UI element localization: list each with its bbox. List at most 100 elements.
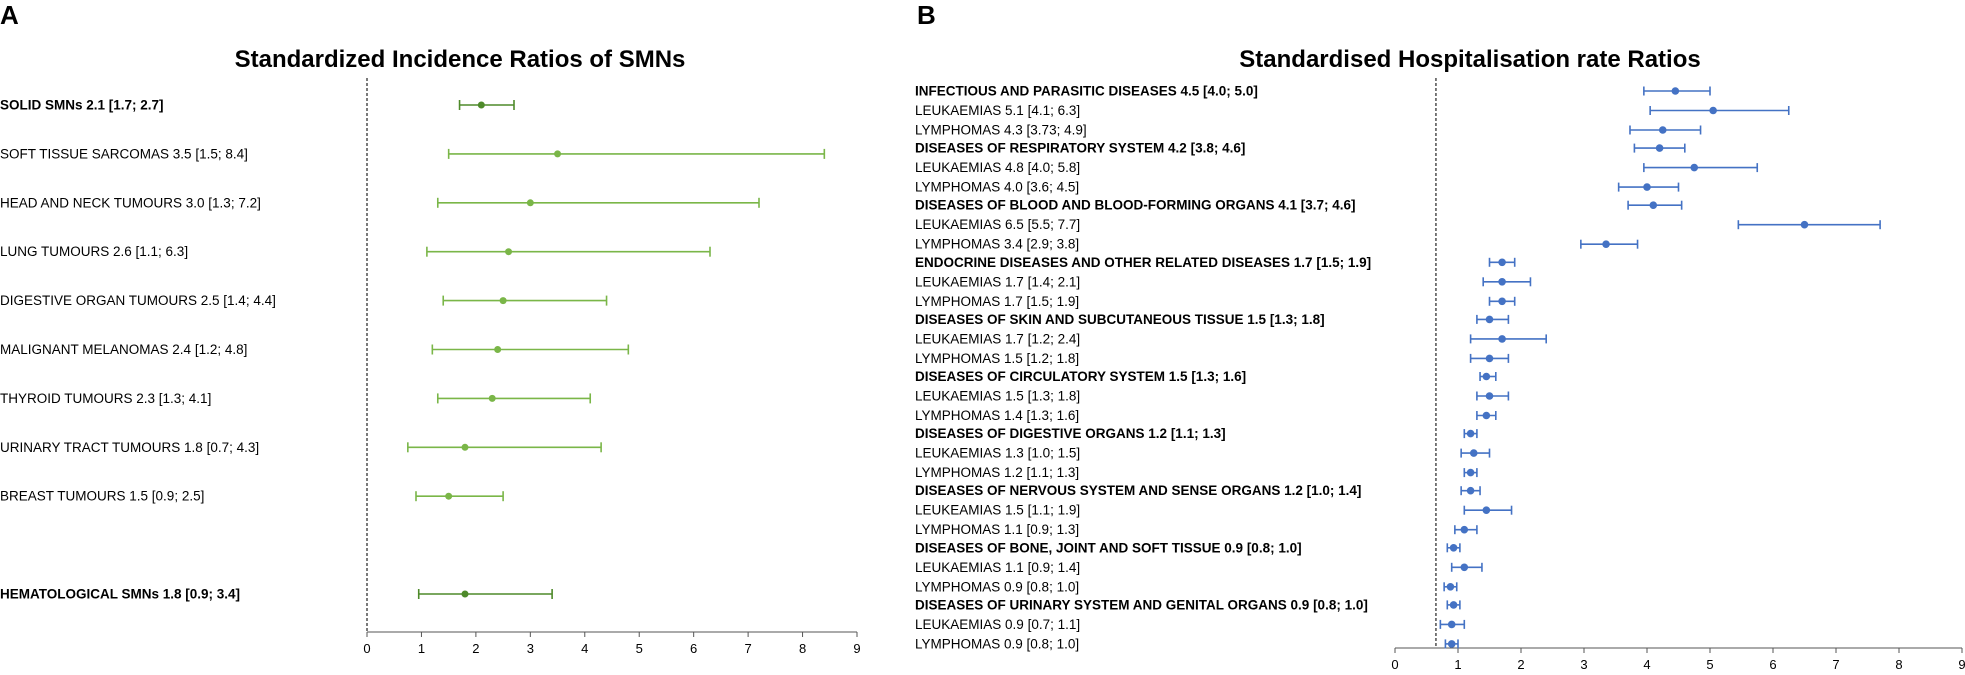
category-ci: [1.1; 6.3] <box>136 244 189 259</box>
point-estimate <box>1449 601 1458 609</box>
point-estimate <box>461 590 469 598</box>
category-ci: 1.8 [0.9; 3.4] <box>163 587 240 602</box>
category-ci: [0.8; 1.0] <box>1247 540 1302 555</box>
category-ci: [3.8; 4.6] <box>1191 141 1246 156</box>
category-label: LYMPHOMAS 1.2 [1.1; 1.3] <box>915 465 1079 480</box>
category-name: HEAD AND NECK TUMOURS 3.0 <box>0 195 208 210</box>
category-label: LEUKAEMIAS 1.7 [1.2; 2.4] <box>915 331 1080 346</box>
category-ci: [3.7; 4.6] <box>1301 198 1356 213</box>
point-estimate <box>1447 620 1456 629</box>
point-estimate <box>1709 106 1717 115</box>
category-label: DISEASES OF NERVOUS SYSTEM AND SENSE ORG… <box>915 483 1361 498</box>
category-label: SOFT TISSUE SARCOMAS 3.5 [1.5; 8.4] <box>0 146 248 161</box>
category-ci: [0.7; 4.3] <box>207 440 260 455</box>
category-label: INFECTIOUS AND PARASITIC DISEASES 4.5 [4… <box>915 84 1258 99</box>
category-name: INFECTIOUS AND PARASITIC DISEASES 4.5 <box>915 84 1203 99</box>
category-label: LUNG TUMOURS 2.6 [1.1; 6.3] <box>0 244 188 259</box>
category-ci: [1.4; 2.1] <box>1028 274 1081 289</box>
category-ci: [1.4; 4.4] <box>223 293 276 308</box>
panel-a: A Standardized Incidence Ratios of SMNs … <box>0 0 861 656</box>
category-name: LYMPHOMAS 1.7 <box>915 294 1027 309</box>
category-name: LEUKAEMIAS 4.8 <box>915 160 1028 175</box>
category-name: DISEASES OF BONE, JOINT AND SOFT TISSUE … <box>915 540 1247 555</box>
category-name: ENDOCRINE DISEASES AND OTHER RELATED DIS… <box>915 255 1316 270</box>
category-name: LEUKEAMIAS 1.5 <box>915 503 1028 518</box>
category-label: DISEASES OF RESPIRATORY SYSTEM 4.2 [3.8;… <box>915 141 1245 156</box>
point-estimate <box>1498 335 1506 343</box>
category-label: DIGESTIVE ORGAN TUMOURS 2.5 [1.4; 4.4] <box>0 293 276 308</box>
category-name: SOFT TISSUE SARCOMAS 3.5 <box>0 146 195 161</box>
category-name: THYROID TUMOURS 2.3 <box>0 391 159 406</box>
category-ci: [0.7; 1.1] <box>1028 617 1081 632</box>
panel-a-title: Standardized Incidence Ratios of SMNs <box>235 46 686 73</box>
category-ci: [1.1; 1.9] <box>1028 503 1081 518</box>
point-estimate <box>1460 563 1469 572</box>
category-name: LYMPHOMAS 1.4 <box>915 408 1027 423</box>
category-name: MALIGNANT MELANOMAS 2.4 <box>0 342 195 357</box>
x-tick-label: 3 <box>1580 657 1587 670</box>
category-ci: 2.1 [1.7; 2.7] <box>86 98 163 113</box>
x-tick-label: 8 <box>1895 657 1902 670</box>
category-name: DISEASES OF BLOOD AND BLOOD-FORMING ORGA… <box>915 198 1301 213</box>
x-tick-label: 4 <box>1643 657 1650 670</box>
category-ci: [1.3; 1.8] <box>1270 312 1325 327</box>
x-tick-label: 6 <box>1769 657 1776 670</box>
category-label: LYMPHOMAS 1.1 [0.9; 1.3] <box>915 522 1079 537</box>
category-ci: [1.2; 4.8] <box>195 342 248 357</box>
point-estimate <box>554 150 562 158</box>
category-ci: [1.5; 1.9] <box>1027 294 1080 309</box>
point-estimate <box>1602 240 1610 248</box>
point-estimate <box>494 346 502 353</box>
x-tick-label: 1 <box>418 641 425 656</box>
x-tick-label: 2 <box>1517 657 1524 670</box>
category-label: LEUKAEMIAS 1.7 [1.4; 2.1] <box>915 274 1080 289</box>
category-label: DISEASES OF SKIN AND SUBCUTANEOUS TISSUE… <box>915 312 1325 327</box>
x-tick-label: 9 <box>853 641 860 656</box>
point-estimate <box>1800 220 1809 229</box>
category-ci: [5.5; 7.7] <box>1028 217 1081 232</box>
point-estimate <box>1460 525 1469 534</box>
x-tick-label: 7 <box>744 641 751 656</box>
category-ci: [1.0; 1.5] <box>1028 446 1081 461</box>
category-ci: [1.5; 8.4] <box>195 146 248 161</box>
category-label: URINARY TRACT TUMOURS 1.8 [0.7; 4.3] <box>0 440 259 455</box>
category-label: SOLID SMNs 2.1 [1.7; 2.7] <box>0 98 164 113</box>
category-label: LYMPHOMAS 4.3 [3.73; 4.9] <box>915 123 1087 138</box>
category-name: LEUKAEMIAS 0.9 <box>915 617 1028 632</box>
category-ci: [0.8; 1.0] <box>1313 597 1368 612</box>
category-label: LEUKAEMIAS 1.5 [1.3; 1.8] <box>915 389 1080 404</box>
category-name: LYMPHOMAS 4.3 <box>915 123 1027 138</box>
point-estimate <box>488 394 496 402</box>
panel-a-letter: A <box>0 0 19 30</box>
category-ci: [1.5; 1.9] <box>1316 255 1371 270</box>
category-label: LEUKEAMIAS 1.5 [1.1; 1.9] <box>915 503 1080 518</box>
category-name: LEUKAEMIAS 1.7 <box>915 274 1028 289</box>
category-ci: [4.0; 5.8] <box>1028 160 1081 175</box>
point-estimate <box>1447 640 1456 648</box>
category-label: DISEASES OF URINARY SYSTEM AND GENITAL O… <box>915 597 1368 612</box>
point-estimate <box>1649 201 1658 209</box>
x-tick-label: 1 <box>1454 657 1461 670</box>
category-ci: [2.9; 3.8] <box>1027 237 1080 252</box>
category-ci: [3.6; 4.5] <box>1027 180 1080 195</box>
category-ci: [1.3; 1.6] <box>1027 408 1080 423</box>
point-estimate <box>1498 297 1506 306</box>
point-estimate <box>1643 183 1651 191</box>
x-tick-label: 4 <box>581 641 588 656</box>
point-estimate <box>1466 486 1475 495</box>
category-label: LYMPHOMAS 0.9 [0.8; 1.0] <box>915 636 1079 651</box>
panel-b-letter: B <box>917 0 936 30</box>
category-ci: [0.8; 1.0] <box>1027 636 1080 651</box>
point-estimate <box>1469 449 1478 457</box>
point-estimate <box>1485 354 1494 363</box>
category-label: THYROID TUMOURS 2.3 [1.3; 4.1] <box>0 391 211 406</box>
category-name: DISEASES OF NERVOUS SYSTEM AND SENSE ORG… <box>915 483 1307 498</box>
category-ci: [1.2; 1.8] <box>1027 351 1080 366</box>
category-ci: [0.8; 1.0] <box>1027 579 1080 594</box>
category-name: DISEASES OF CIRCULATORY SYSTEM 1.5 <box>915 369 1191 384</box>
category-name: LEUKAEMIAS 1.5 <box>915 389 1028 404</box>
category-name: LYMPHOMAS 0.9 <box>915 579 1027 594</box>
category-name: LYMPHOMAS 1.2 <box>915 465 1027 480</box>
category-label: DISEASES OF BLOOD AND BLOOD-FORMING ORGA… <box>915 198 1356 213</box>
